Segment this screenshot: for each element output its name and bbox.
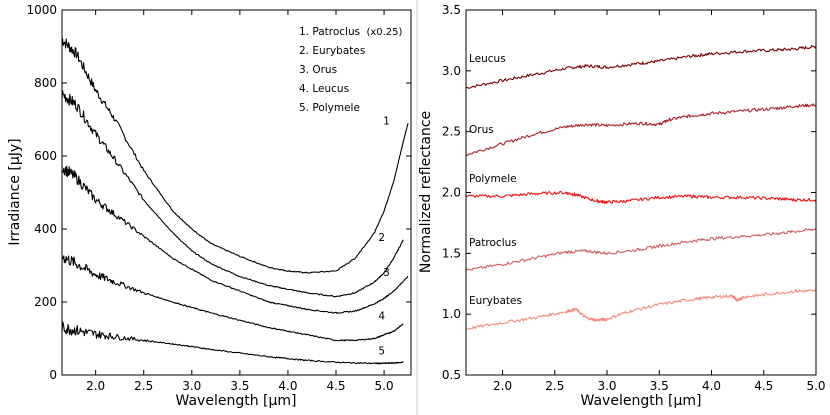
irradiance-xtick-label: 3.5 [230,379,249,393]
annotation-eurybates: Eurybates [469,295,522,307]
legend-entry-5: 5. Polymele [299,102,360,114]
irradiance-curve-label-leucus: 4 [378,311,385,323]
irradiance-x-axis-label: Wavelength [μm] [176,393,297,409]
irradiance-ytick-label: 400 [34,222,57,236]
irradiance-series-leucus [61,255,404,342]
annotation-leucus: Leucus [469,53,506,65]
irradiance-legend: 1. Patroclus (x0.25) 2. Eurybates 3. Oru… [299,26,403,114]
irradiance-y-axis-label: Irradiance [μJy] [7,138,23,245]
reflectance-series-patroclus [465,228,817,272]
irradiance-series-polymele [61,321,404,365]
reflectance-xtick-label: 5.0 [806,379,825,393]
reflectance-series-polymele [465,190,817,204]
irradiance-plot-frame [61,9,412,376]
reflectance-y-axis-label: Normalized reflectance [418,111,434,273]
irradiance-ytick-label: 600 [34,149,57,163]
reflectance-series-eurybates [465,289,817,330]
reflectance-ytick-label: 3.5 [442,3,461,17]
irradiance-curve-labels: 1 2 3 4 5 [378,115,389,357]
irradiance-curve-label-polymele: 5 [378,346,385,358]
legend-entry-2: 2. Eurybates [299,45,365,57]
legend-entry-4: 4. Leucus [299,83,349,95]
irradiance-ytick-label: 800 [34,76,57,90]
reflectance-xtick-label: 4.0 [702,379,721,393]
irradiance-series-orus [61,165,409,314]
irradiance-chart: 2.0 2.5 3.0 3.5 4.0 4.5 5.0 0 200 400 600 800 1000 1… [7,3,412,409]
reflectance-plot-frame [465,9,817,376]
irradiance-xtick-label: 5.0 [375,379,394,393]
irradiance-xtick-label: 4.5 [326,379,345,393]
legend-entry-1: 1. Patroclus (x0.25) [299,26,403,38]
irradiance-ticks: 2.0 2.5 3.0 3.5 4.0 4.5 5.0 0 200 400 600 800 1000 [26,3,411,393]
reflectance-ticks: 2.0 2.5 3.0 3.5 4.0 4.5 5.0 0.5 1.0 1.5 2.0 2.5 3.0 3… [442,3,826,393]
reflectance-ytick-label: 1.5 [442,246,461,260]
reflectance-ytick-label: 1.0 [442,307,461,321]
reflectance-series-leucus [465,45,817,89]
annotation-orus: Orus [469,124,494,136]
irradiance-series-patroclus [61,38,409,274]
irradiance-ytick-label: 0 [49,368,57,382]
irradiance-xtick-label: 2.0 [86,379,105,393]
irradiance-series-eurybates [61,90,404,298]
reflectance-xtick-label: 2.5 [545,379,564,393]
annotation-polymele: Polymele [469,173,517,185]
irradiance-ytick-label: 1000 [26,3,57,17]
reflectance-series-group [465,45,817,330]
irradiance-xtick-label: 2.5 [134,379,153,393]
reflectance-series-orus [465,103,817,156]
reflectance-ytick-label: 3.0 [442,64,461,78]
reflectance-ytick-label: 2.5 [442,125,461,139]
reflectance-chart: 2.0 2.5 3.0 3.5 4.0 4.5 5.0 0.5 1.0 1.5 2.0 2.5 3.0 3… [418,3,826,409]
irradiance-series-group [61,38,409,365]
reflectance-xtick-label: 2.0 [493,379,512,393]
reflectance-annotations: Leucus Orus Polymele Patroclus Eurybates [469,53,522,307]
irradiance-xtick-label: 3.0 [182,379,201,393]
irradiance-ytick-label: 200 [34,295,57,309]
reflectance-x-axis-label: Wavelength [μm] [581,393,702,409]
reflectance-ytick-label: 0.5 [442,368,461,382]
legend-entry-3: 3. Orus [299,64,337,76]
reflectance-ytick-label: 2.0 [442,186,461,200]
reflectance-xtick-label: 3.5 [650,379,669,393]
annotation-patroclus: Patroclus [469,237,517,249]
reflectance-xtick-label: 4.5 [754,379,773,393]
irradiance-xtick-label: 4.0 [278,379,297,393]
irradiance-curve-label-eurybates: 2 [378,232,385,244]
irradiance-curve-label-patroclus: 1 [383,115,390,127]
irradiance-curve-label-orus: 3 [383,267,390,279]
reflectance-xtick-label: 3.0 [597,379,616,393]
